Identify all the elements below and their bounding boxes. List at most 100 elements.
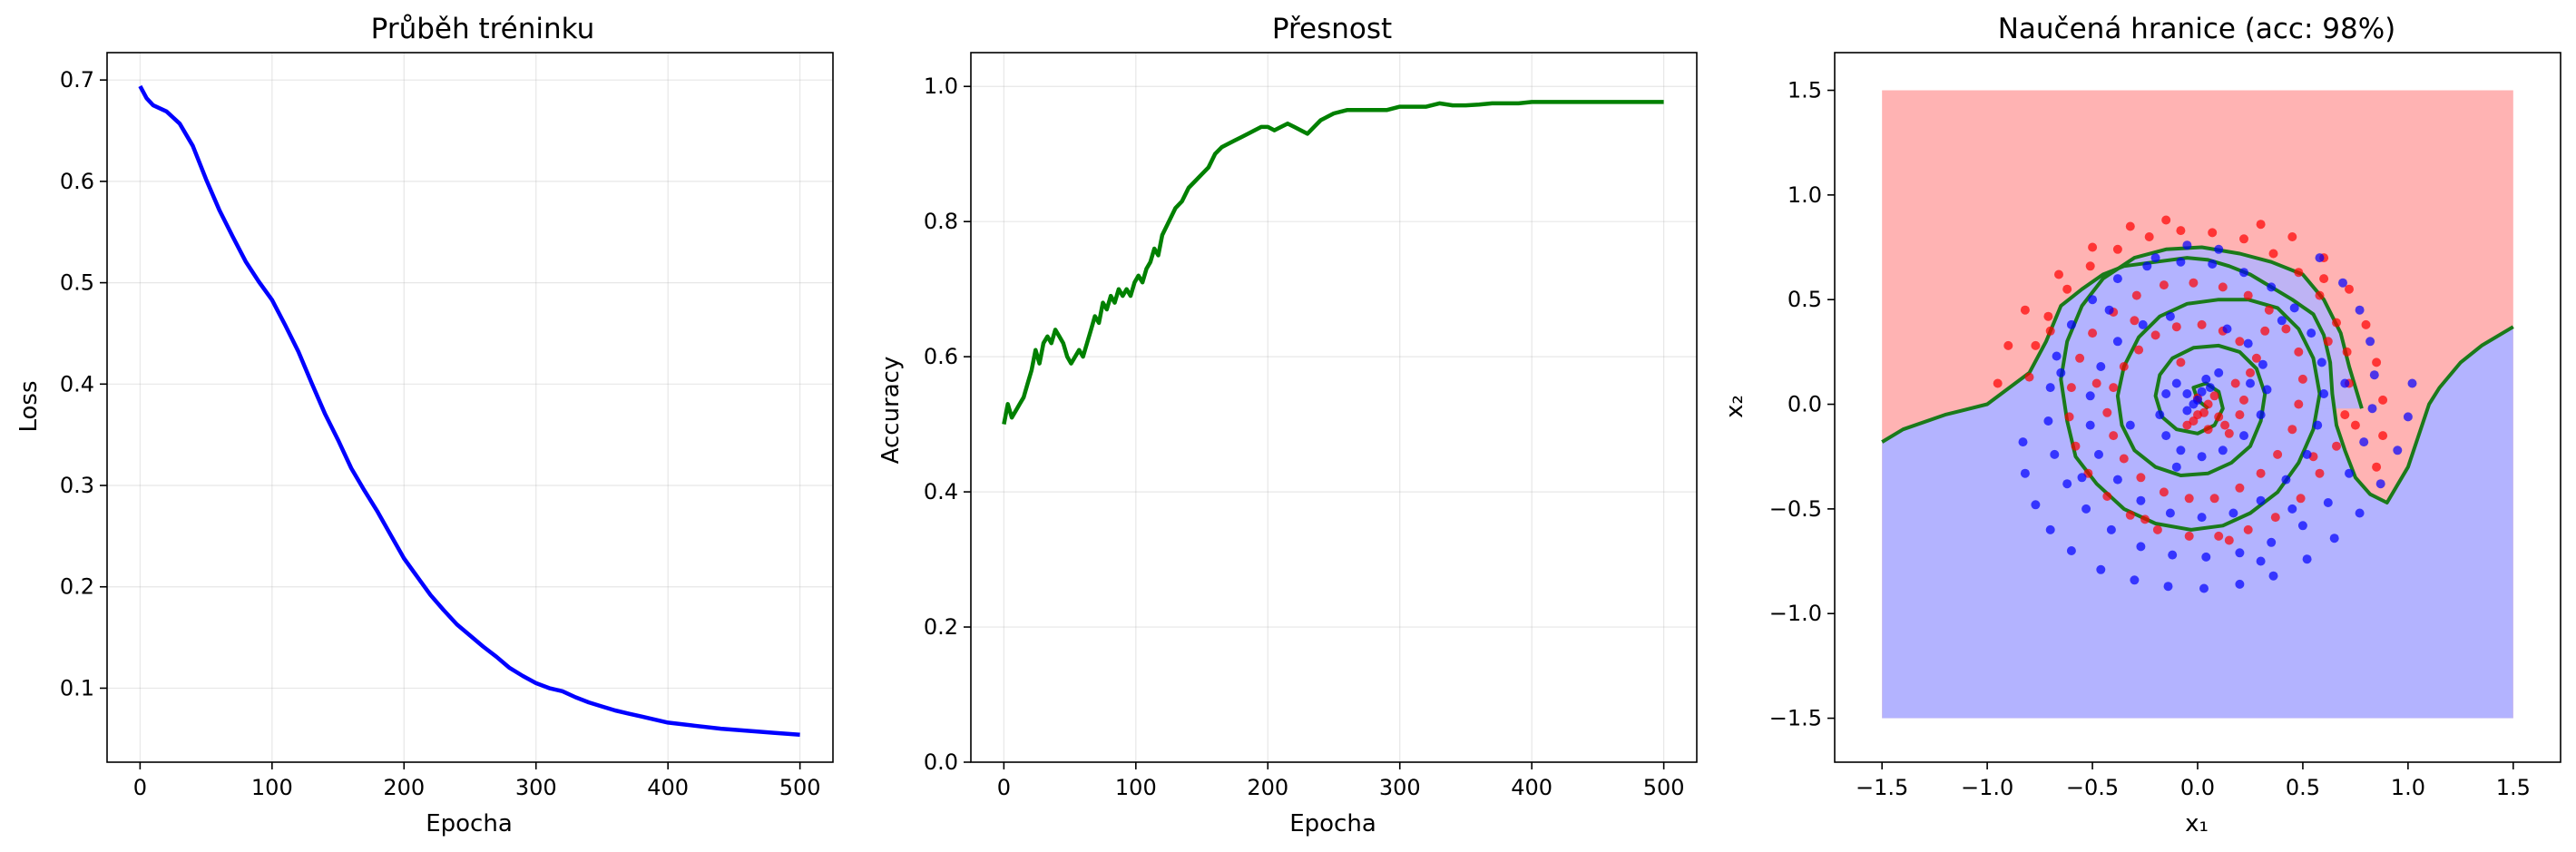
data-point-class-0	[2350, 420, 2360, 430]
data-point-class-1	[2085, 420, 2095, 430]
data-point-class-1	[2208, 260, 2218, 269]
data-point-class-0	[2043, 311, 2053, 321]
axes-frame	[970, 52, 1698, 763]
x-tick-label: 400	[647, 775, 689, 800]
data-point-class-1	[2338, 278, 2347, 288]
data-point-class-1	[2355, 508, 2365, 518]
y-tick-label: 0.6	[924, 344, 958, 369]
y-tick-label: 0.5	[1788, 287, 1822, 312]
data-point-class-0	[2152, 524, 2162, 534]
y-tick-label: 0.1	[60, 675, 94, 700]
data-point-class-0	[2315, 290, 2325, 300]
data-point-class-1	[2403, 412, 2413, 422]
y-tick-label: 0.2	[60, 574, 94, 600]
data-point-class-1	[2214, 244, 2224, 254]
data-point-class-1	[2062, 479, 2072, 489]
data-point-class-0	[2239, 234, 2248, 244]
data-point-class-1	[2104, 305, 2114, 315]
x-tick-label: 500	[779, 775, 821, 800]
data-point-class-1	[2315, 253, 2325, 263]
data-point-class-1	[2340, 378, 2350, 388]
data-point-class-0	[2214, 412, 2224, 422]
data-point-class-0	[2140, 514, 2150, 524]
data-point-class-1	[2182, 406, 2192, 416]
data-point-class-0	[2378, 431, 2388, 441]
data-point-class-1	[2096, 362, 2106, 371]
data-point-class-0	[2209, 391, 2219, 401]
data-point-class-0	[2273, 449, 2283, 459]
data-point-class-1	[2020, 468, 2030, 478]
data-point-class-0	[2214, 531, 2224, 541]
panel-accuracy: Přesnost 0 100 200 300 400 500 0.0 0.2 0.4 0.6 0.8…	[877, 13, 1698, 837]
data-point-class-0	[2296, 494, 2306, 504]
data-point-class-1	[2182, 240, 2192, 250]
data-point-class-0	[2208, 228, 2218, 238]
data-point-class-1	[2367, 404, 2377, 414]
data-point-class-1	[2106, 524, 2116, 534]
data-point-class-0	[2144, 232, 2154, 241]
data-point-class-1	[2235, 548, 2245, 558]
panel-title-boundary: Naučená hranice (acc: 98%)	[1998, 13, 2396, 45]
data-point-class-0	[2150, 330, 2160, 340]
data-point-class-1	[2112, 475, 2122, 485]
data-point-class-0	[2071, 441, 2081, 451]
data-point-class-0	[2260, 326, 2270, 336]
data-point-class-0	[2264, 305, 2274, 315]
data-point-class-0	[2131, 290, 2141, 300]
data-point-class-1	[2375, 479, 2385, 489]
data-point-class-1	[2369, 370, 2379, 380]
data-point-class-0	[2024, 372, 2034, 382]
data-point-class-1	[2214, 367, 2224, 377]
y-tick-label: 0.5	[60, 270, 94, 296]
data-point-class-1	[2155, 410, 2165, 420]
data-point-class-1	[2407, 378, 2417, 388]
data-point-class-0	[2020, 305, 2030, 315]
data-point-class-1	[2256, 556, 2266, 566]
data-point-class-1	[2355, 305, 2365, 315]
y-tick-label: −0.5	[1769, 496, 1822, 522]
x-tick-label: 400	[1511, 775, 1552, 800]
y-tick-label: −1.0	[1769, 601, 1822, 626]
data-point-class-0	[2125, 221, 2135, 231]
data-point-class-1	[2066, 319, 2076, 329]
data-point-class-0	[2239, 395, 2248, 405]
data-point-class-1	[2267, 537, 2277, 547]
data-point-class-1	[2201, 552, 2211, 562]
plot-area-boundary: −1.5 −1.0 −0.5 0.0 0.5 1.0 1.5 −1.5 −1.0 −0.5 0.0 0…	[1769, 52, 2561, 800]
data-point-class-1	[2239, 268, 2248, 278]
data-point-class-0	[2171, 322, 2181, 332]
data-point-class-0	[2361, 319, 2371, 329]
data-point-class-0	[2294, 268, 2304, 278]
x-tick-label: 300	[1379, 775, 1421, 800]
data-point-class-0	[2203, 425, 2213, 435]
data-point-class-1	[2193, 395, 2202, 405]
data-point-class-0	[2319, 274, 2329, 284]
data-point-class-1	[2201, 374, 2211, 384]
data-point-class-0	[2136, 473, 2146, 483]
data-point-class-0	[2294, 347, 2304, 357]
data-point-class-1	[2043, 416, 2053, 426]
panel-title-loss: Průběh tréninku	[371, 13, 595, 45]
data-point-class-1	[2136, 495, 2146, 505]
y-tick-label: 0.4	[60, 371, 94, 397]
data-point-class-0	[2064, 412, 2074, 422]
data-point-class-0	[2209, 494, 2219, 504]
y-tick-label: 0.3	[60, 473, 94, 498]
data-point-class-0	[2197, 319, 2207, 329]
data-point-class-0	[2287, 232, 2297, 241]
data-point-class-0	[2062, 284, 2072, 294]
data-point-class-0	[2378, 395, 2388, 405]
y-axis-label-loss: Loss	[15, 380, 43, 432]
y-tick-label: 0.7	[60, 67, 94, 93]
data-point-class-0	[2268, 249, 2278, 259]
x-axis-label-boundary: x₁	[2185, 810, 2209, 837]
data-point-class-0	[2130, 316, 2140, 326]
data-point-class-1	[2031, 500, 2041, 510]
data-point-class-1	[2228, 508, 2238, 518]
data-point-class-1	[2365, 337, 2375, 347]
data-point-class-1	[2136, 542, 2146, 552]
data-point-class-1	[2302, 449, 2312, 459]
data-point-class-1	[2112, 274, 2122, 284]
data-point-class-0	[2085, 261, 2095, 271]
data-point-class-1	[2085, 391, 2095, 401]
